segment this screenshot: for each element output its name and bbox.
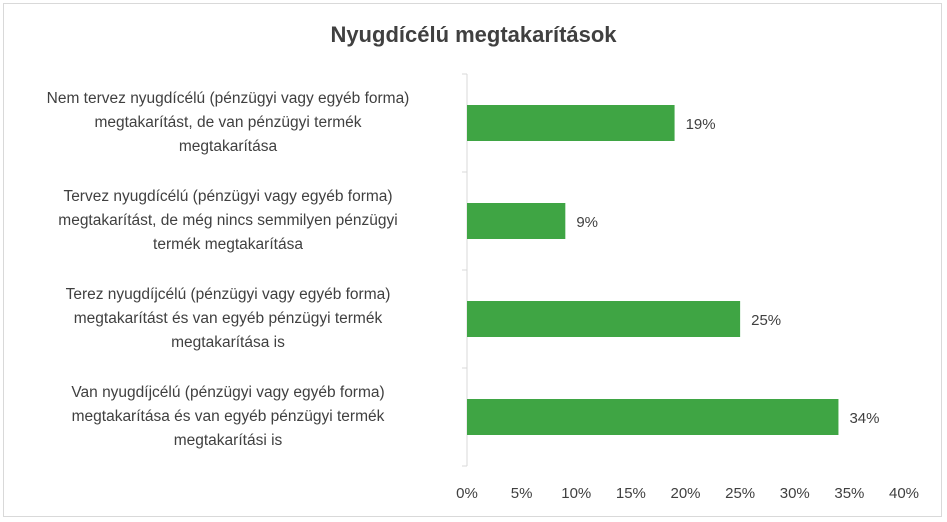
data-label: 25% [751, 312, 781, 329]
category-label-line: megtakarítása és van egyéb pénzügyi term… [71, 408, 385, 425]
x-tick-label: 20% [670, 485, 700, 502]
category-label-line: Nem tervez nyugdícélú (pénzügyi vagy egy… [46, 90, 410, 107]
category-label-line: megtakarítást és van egyéb pénzügyi term… [73, 310, 383, 327]
chart-title: Nyugdícélú megtakarítások [330, 22, 617, 47]
x-tick-label: 5% [511, 485, 533, 502]
data-label: 34% [849, 410, 879, 427]
data-label: 19% [686, 116, 716, 133]
category-label-line: Tervez nyugdícélú (pénzügyi vagy egyéb f… [63, 188, 393, 205]
category-label: Terez nyugdíjcélú (pénzügyi vagy egyéb f… [10, 283, 446, 355]
category-label-line: megtakarítása is [171, 334, 285, 351]
x-tick-label: 35% [834, 485, 864, 502]
bar [467, 105, 675, 141]
category-label-line: megtakarítást, de még nincs semmilyen pé… [58, 212, 398, 229]
bar [467, 399, 839, 435]
category-label-line: termék megtakarítása [153, 236, 303, 253]
x-tick-label: 10% [561, 485, 591, 502]
bar [467, 301, 741, 337]
category-label: Nem tervez nyugdícélú (pénzügyi vagy egy… [10, 87, 446, 159]
x-tick-label: 25% [725, 485, 755, 502]
x-tick-label: 15% [616, 485, 646, 502]
bar [467, 203, 566, 239]
category-label-line: Terez nyugdíjcélú (pénzügyi vagy egyéb f… [65, 286, 391, 303]
data-label: 9% [576, 214, 598, 231]
category-label-line: megtakarítási is [173, 432, 283, 449]
x-tick-label: 30% [780, 485, 810, 502]
category-label: Tervez nyugdícélú (pénzügyi vagy egyéb f… [10, 185, 446, 257]
category-label: Van nyugdíjcélú (pénzügyi vagy egyéb for… [10, 381, 446, 453]
category-label-line: megtakarítása [178, 138, 278, 155]
category-label-line: megtakarítást, de van pénzügyi termék [94, 114, 362, 131]
category-label-line: Van nyugdíjcélú (pénzügyi vagy egyéb for… [71, 384, 385, 401]
x-tick-label: 40% [889, 485, 919, 502]
x-tick-label: 0% [456, 485, 478, 502]
